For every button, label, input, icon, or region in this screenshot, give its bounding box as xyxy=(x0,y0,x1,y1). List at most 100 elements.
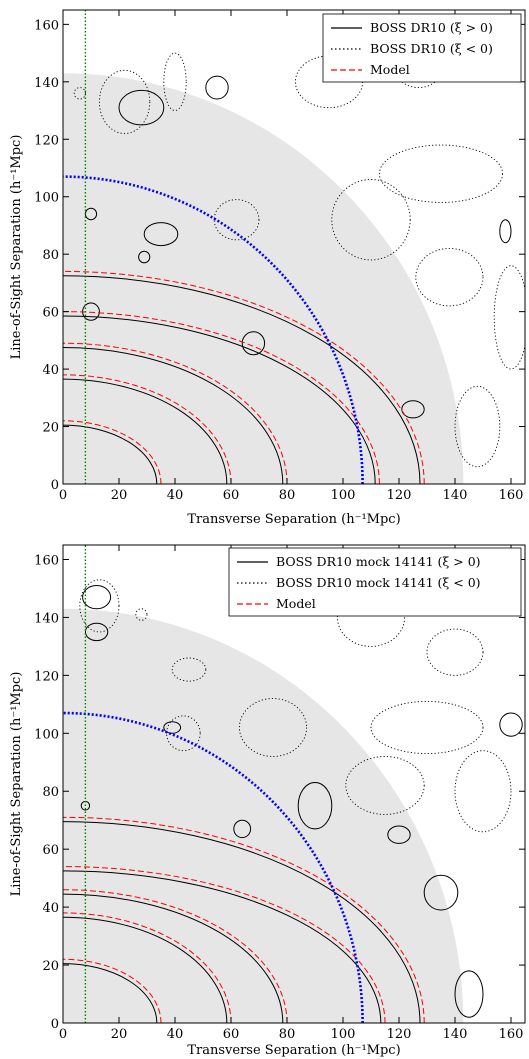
negative-contour-4 xyxy=(415,247,484,307)
x-tick-label: 160 xyxy=(499,488,524,503)
shaded-region xyxy=(63,73,464,484)
y-tick-label: 20 xyxy=(42,421,59,436)
plot-frame xyxy=(62,9,526,485)
y-tick-label: 100 xyxy=(34,727,59,742)
data-contour-4 xyxy=(63,821,421,1023)
y-tick-label: 60 xyxy=(42,306,59,321)
x-tick-label: 120 xyxy=(387,1027,412,1042)
x-tick-label: 80 xyxy=(279,488,296,503)
legend-label-negative: BOSS DR10 (ξ < 0) xyxy=(370,41,493,56)
positive-contour-8 xyxy=(499,712,523,737)
model-contour-4 xyxy=(63,270,425,484)
legend-label-positive: BOSS DR10 mock 14141 (ξ > 0) xyxy=(276,554,481,569)
data-contour-3 xyxy=(63,870,382,1023)
x-tick-label: 100 xyxy=(331,1027,356,1042)
negative-contour-2 xyxy=(378,144,504,203)
x-tick-label: 40 xyxy=(167,488,184,503)
negative-contour-1 xyxy=(98,69,151,134)
y-tick-label: 60 xyxy=(42,843,59,858)
negative-contour-1 xyxy=(135,608,148,621)
negative-contour-8 xyxy=(454,385,501,468)
negative-contour-0 xyxy=(163,52,187,111)
legend-box xyxy=(228,547,522,617)
data-contour-1 xyxy=(63,378,228,484)
x-axis-label: Transverse Separation (h⁻¹Mpc) xyxy=(187,512,400,527)
data-contour-3 xyxy=(63,315,376,484)
negative-contour-9 xyxy=(166,715,201,752)
positive-contour-5 xyxy=(138,250,151,264)
positive-contour-1 xyxy=(84,622,109,642)
x-tick-label: 100 xyxy=(331,488,356,503)
y-tick-label: 160 xyxy=(34,553,59,568)
positive-contour-4 xyxy=(297,782,333,830)
panel-top: 0 20 40 60 80 100 120 140 160 0 20 40 60 80 100 120 140 1… xyxy=(9,9,526,527)
y-tick-label: 40 xyxy=(42,901,59,916)
positive-contour-0 xyxy=(82,585,112,610)
positive-contour-8 xyxy=(499,219,512,244)
model-contour-0 xyxy=(63,420,162,484)
model-contour-3 xyxy=(63,311,380,484)
x-tick-label: 120 xyxy=(387,488,412,503)
positive-contour-0 xyxy=(118,89,165,126)
y-tick-label: 80 xyxy=(42,248,59,263)
negative-contour-7 xyxy=(493,265,525,370)
negative-contour-6 xyxy=(238,698,308,757)
model-contour-1 xyxy=(63,374,232,484)
negative-contour-0 xyxy=(79,579,120,633)
x-tick-label: 0 xyxy=(59,488,67,503)
y-tick-label: 140 xyxy=(34,76,59,91)
legend-label-model: Model xyxy=(276,596,316,611)
x-tick-label: 140 xyxy=(443,1027,468,1042)
negative-contour-3 xyxy=(331,179,411,261)
legend: BOSS DR10 mock 14141 (ξ > 0) BOSS DR10 m… xyxy=(228,547,522,617)
x-tick-label: 40 xyxy=(167,1027,184,1042)
positive-contour-7 xyxy=(401,400,425,419)
y-tick-label: 100 xyxy=(34,191,59,206)
y-tick-label: 160 xyxy=(34,18,59,33)
legend: BOSS DR10 (ξ > 0) BOSS DR10 (ξ < 0) Mode… xyxy=(322,13,522,83)
negative-contour-7 xyxy=(345,756,425,815)
legend-label-model: Model xyxy=(370,62,410,77)
positive-contour-1 xyxy=(205,75,229,100)
x-tick-label: 20 xyxy=(111,1027,128,1042)
y-tick-label: 140 xyxy=(34,611,59,626)
positive-contour-7 xyxy=(454,970,484,1018)
y-tick-label: 20 xyxy=(42,959,59,974)
legend-box xyxy=(322,13,522,83)
y-tick-label: 0 xyxy=(51,1017,59,1032)
positive-contour-3 xyxy=(233,819,252,839)
y-axis-label: Line-of-Sight Separation (h⁻¹Mpc) xyxy=(9,672,24,897)
x-axis-label: Transverse Separation (h⁻¹Mpc) xyxy=(187,1043,400,1058)
model-contour-2 xyxy=(63,342,288,484)
y-tick-label: 0 xyxy=(51,478,59,493)
x-tick-label: 60 xyxy=(223,488,240,503)
model-contour-1 xyxy=(63,912,232,1023)
y-tick-label: 80 xyxy=(42,785,59,800)
data-contour-2 xyxy=(63,347,284,484)
model-contour-0 xyxy=(63,958,162,1023)
data-contour-1 xyxy=(63,916,228,1023)
negative-contour-5 xyxy=(370,700,484,755)
y-axis-label: Line-of-Sight Separation (h⁻¹Mpc) xyxy=(9,135,24,360)
plot-frame xyxy=(62,544,526,1024)
bao-arc xyxy=(63,175,364,484)
data-contour-2 xyxy=(63,893,284,1023)
negative-contour-4 xyxy=(426,628,484,676)
x-tick-label: 80 xyxy=(279,1027,296,1042)
bao-arc xyxy=(63,711,364,1023)
shaded-region xyxy=(63,608,464,1023)
positive-contour-6 xyxy=(241,331,266,356)
x-tick-label: 140 xyxy=(443,488,468,503)
x-tick-label: 160 xyxy=(499,1027,524,1042)
positive-contour-4 xyxy=(143,222,179,247)
y-tick-label: 120 xyxy=(34,133,59,148)
legend-label-positive: BOSS DR10 (ξ > 0) xyxy=(370,20,493,35)
positive-contour-5 xyxy=(387,825,411,844)
negative-contour-9 xyxy=(213,199,260,241)
data-contour-0 xyxy=(63,963,158,1023)
model-contour-3 xyxy=(63,866,386,1023)
negative-contour-8 xyxy=(454,750,512,833)
positive-contour-2 xyxy=(163,721,182,734)
panel-bottom: 0 20 40 60 80 100 120 140 160 0 20 40 60 80 100 120 140 1… xyxy=(9,544,526,1058)
